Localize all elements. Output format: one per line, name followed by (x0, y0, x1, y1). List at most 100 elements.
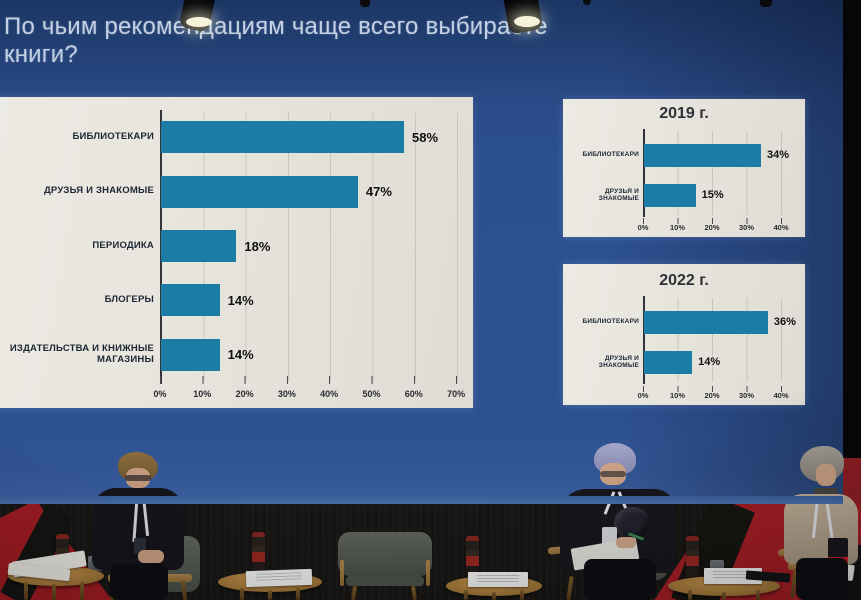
value-label: 36% (773, 316, 796, 328)
water-bottle (686, 536, 699, 578)
panelist-center (550, 443, 690, 600)
bar (161, 338, 220, 371)
category-label: БИБЛИОТЕКАРИ (582, 318, 639, 326)
name-card (468, 572, 528, 587)
tick-label: 30% (277, 389, 296, 399)
bar (644, 143, 761, 167)
value-label: 14% (227, 292, 254, 308)
table-leg (80, 582, 84, 600)
spotlight-glow (186, 17, 212, 27)
bar-wrap: 14% (161, 273, 254, 327)
bar (644, 310, 768, 334)
tick-label: 0% (637, 223, 649, 232)
hand (616, 537, 636, 548)
category-label: БЛОГЕРЫ (104, 294, 154, 306)
bar-wrap: 47% (161, 164, 392, 218)
glasses (125, 475, 151, 481)
tick-label: 20% (704, 391, 720, 400)
ceiling-fixture (583, 0, 591, 5)
x-axis-tick-labels: 0% 10% 20% 30% 40% (638, 391, 793, 401)
tick-label: 70% (447, 389, 466, 399)
chart-2019-panel: 2019 г. БИБЛИОТЕКАРИ 34% ДРУЗЬЯ И ЗНАКОМ… (563, 99, 805, 237)
x-axis-tick-labels: 0% 10% 20% 30% 40% (638, 223, 793, 233)
tick-label: 50% (362, 389, 381, 399)
bar-wrap: 14% (644, 342, 720, 382)
chart-row: ИЗДАТЕЛЬСТВА И КНИЖНЫЕ МАГАЗИНЫ 14% (0, 328, 473, 382)
chart-rows: БИБЛИОТЕКАРИ 34% ДРУЗЬЯ И ЗНАКОМЫЕ 15% (563, 135, 805, 215)
slide-title: По чьим рекомендациям чаще всего выбирае… (4, 13, 548, 68)
water-bottle (466, 536, 479, 578)
table-leg (52, 584, 56, 600)
tick-label: 10% (669, 391, 685, 400)
chart-rows: БИБЛИОТЕКАРИ 36% ДРУЗЬЯ И ЗНАКОМЫЕ 14% (563, 302, 805, 382)
tick-label: 10% (669, 223, 685, 232)
value-label: 47% (365, 184, 392, 200)
screen-bottom-edge (0, 496, 843, 504)
category-label: ПЕРИОДИКА (92, 239, 154, 251)
glasses (600, 471, 626, 477)
tick-label: 40% (773, 391, 789, 400)
category-label: БИБЛИОТЕКАРИ (72, 130, 154, 142)
category-label: ДРУЗЬЯ И ЗНАКОМЫЕ (43, 185, 154, 197)
face (816, 464, 836, 486)
chart-title-2019: 2019 г. (659, 105, 709, 122)
chair-frame (340, 560, 344, 586)
hands (138, 550, 164, 563)
tick-label: 20% (704, 223, 720, 232)
table-leg (296, 588, 300, 600)
bar (161, 230, 237, 263)
name-card (245, 568, 313, 588)
tick-label: 10% (193, 389, 212, 399)
bar (161, 284, 220, 317)
value-label: 18% (244, 238, 271, 254)
category-label: БИБЛИОТЕКАРИ (582, 151, 639, 159)
x-axis-tick-marks (643, 386, 783, 392)
table-leg (268, 590, 272, 600)
tick-label: 30% (738, 223, 754, 232)
chart-row: БИБЛИОТЕКАРИ 58% (0, 110, 473, 164)
bar (161, 121, 405, 154)
category-label: ИЗДАТЕЛЬСТВА И КНИЖНЫЕ МАГАЗИНЫ (9, 343, 154, 365)
y-axis-line (643, 296, 645, 384)
bar-wrap: 18% (161, 219, 270, 273)
value-label: 34% (766, 149, 789, 161)
panelist-left (88, 452, 188, 600)
bar-wrap: 14% (161, 328, 254, 382)
table-leg (492, 592, 496, 600)
bar-wrap: 36% (644, 302, 796, 342)
tick-label: 20% (235, 389, 254, 399)
bar (644, 183, 696, 207)
chart-row: ДРУЗЬЯ И ЗНАКОМЫЕ 47% (0, 164, 473, 218)
right-edge-dark-band (843, 0, 861, 462)
chart-row: БИБЛИОТЕКАРИ 36% (563, 302, 805, 342)
legs (110, 564, 168, 600)
table-leg (520, 590, 524, 600)
y-axis-line (643, 129, 645, 217)
table-leg (722, 592, 726, 600)
table-leg (688, 590, 692, 600)
value-label: 15% (701, 189, 724, 201)
table-leg (464, 590, 468, 600)
spotlight-glow (514, 16, 540, 27)
table-leg (240, 588, 244, 600)
x-axis-tick-marks (160, 376, 458, 384)
chart-row: ДРУЗЬЯ И ЗНАКОМЫЕ 14% (563, 342, 805, 382)
legs (796, 558, 848, 600)
tick-label: 30% (738, 391, 754, 400)
panelist-right (780, 446, 861, 600)
empty-chair-seat (346, 576, 424, 586)
chart-row: БИБЛИОТЕКАРИ 34% (563, 135, 805, 175)
projection-screen: По чьим рекомендациям чаще всего выбирае… (0, 0, 843, 503)
x-axis-tick-labels: 0% 10% 20% 30% 40% 50% 60% 70% (153, 389, 465, 401)
tick-label: 0% (153, 389, 167, 399)
bar (161, 175, 358, 208)
ceiling-fixture (360, 0, 370, 7)
badge (828, 538, 848, 564)
tick-label: 40% (320, 389, 339, 399)
bar-wrap: 58% (161, 110, 438, 164)
empty-chair-back (338, 532, 432, 576)
chair-frame (426, 560, 430, 586)
value-label: 14% (698, 356, 721, 368)
water-bottle (252, 532, 265, 574)
